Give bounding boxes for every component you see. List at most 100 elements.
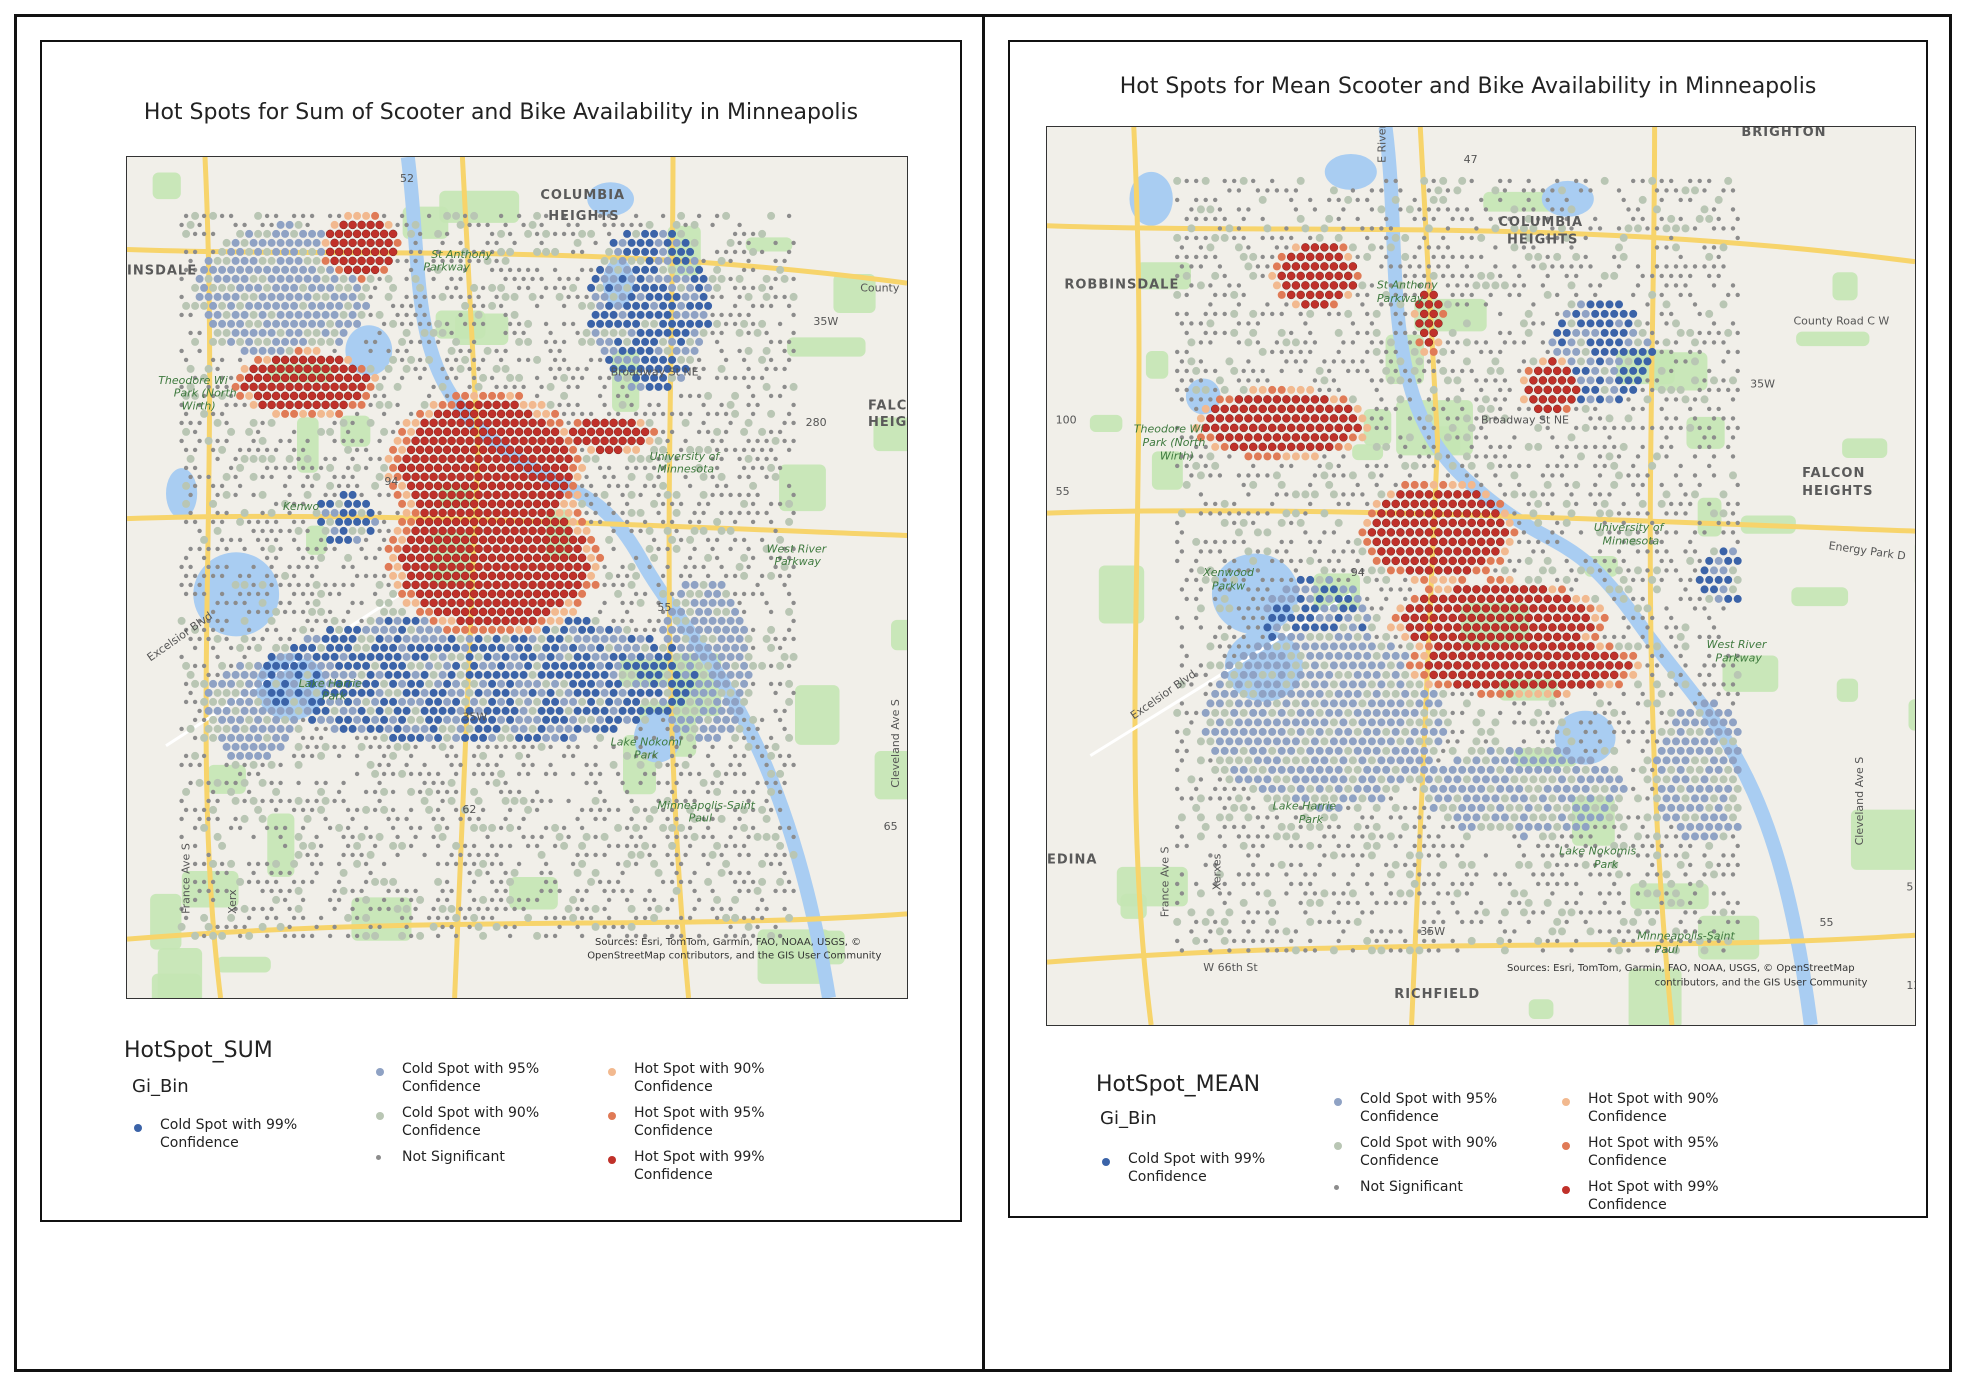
cell-notsig [1730,207,1736,212]
cell-notsig [413,240,418,246]
cell-notsig [1184,254,1189,260]
cell-notsig [642,591,648,597]
cell-hot99 [1434,319,1443,328]
cell-cold95 [726,706,735,715]
cell-notsig [224,420,229,426]
cell-notsig [350,888,355,894]
cell-cold90 [789,652,798,661]
cell-notsig [224,888,229,894]
cell-hot99 [312,382,321,392]
map-frame[interactable]: BRIGHTON COLUMBIA HEIGHTS ROBBINSDALE FALCON… [1046,126,1916,1026]
cell-notsig [287,924,292,930]
cell-notsig [287,906,292,912]
hotspot-map[interactable]: BRIGHTONCOLUMBIAHEIGHTSROBBINSDALEFALCON… [1047,127,1915,1025]
cell-notsig [570,861,576,867]
cell-cold90 [200,373,209,382]
cell-hot99 [1562,366,1571,376]
cell-notsig [1336,197,1341,203]
cell-notsig [264,915,270,921]
cell-notsig [746,888,751,894]
cell-notsig [381,861,387,867]
cell-notsig [228,537,234,543]
cell-notsig [548,798,553,804]
cell-notsig [192,897,198,903]
cell-cold99 [326,643,335,652]
cell-hot99 [1348,281,1358,290]
cell-notsig [197,816,202,822]
cell-notsig [386,744,391,750]
cell-cold90 [623,283,632,292]
cell-hot99 [415,589,425,599]
cell-notsig [444,915,450,921]
cell-notsig [1189,378,1194,383]
cell-hot90 [384,454,393,463]
cell-hot90 [537,400,546,409]
cell-cold90 [1315,233,1324,242]
cell-cold90 [501,292,510,301]
cell-notsig [651,411,657,417]
cell-notsig [260,546,265,552]
cell-hot99 [438,526,447,536]
cell-cold95 [276,310,285,319]
cell-cold95 [245,679,254,688]
cell-cold90 [1429,385,1438,394]
cell-notsig [579,447,585,453]
cell-cold99 [348,634,357,643]
cell-cold90 [218,283,227,292]
cell-notsig [732,789,738,795]
cell-notsig [1189,264,1194,269]
cell-notsig [552,357,558,363]
cell-hot90 [321,238,330,247]
cell-notsig [188,510,193,516]
cell-hot95 [591,544,600,553]
cell-cold90 [1410,366,1419,375]
cell-cold90 [1624,357,1633,366]
road-label: Xerx [226,889,239,914]
cell-notsig [309,627,315,633]
cell-hot90 [1287,385,1296,394]
cell-notsig [1540,340,1546,345]
cell-notsig [440,888,445,894]
cell-cold99 [605,679,614,688]
cell-notsig [1184,330,1189,336]
cell-cold99 [1586,300,1595,309]
cell-cold90 [258,256,267,265]
cell-cold90 [686,805,695,814]
cell-hot99 [456,580,465,590]
cell-hot99 [483,400,492,410]
map-frame[interactable]: COLUMBIAHEIGHTSINSDALEFALCHEIGHSt Anthon… [126,156,908,999]
cell-hot99 [501,454,510,464]
cell-notsig [224,438,229,444]
cell-cold90 [222,310,231,319]
cell-cold90 [699,328,708,337]
cell-cold90 [1396,376,1405,385]
cell-cold95 [267,292,276,301]
cell-hot99 [402,472,411,482]
cell-notsig [1469,273,1474,279]
cell-notsig [737,510,742,516]
cell-hot90 [569,499,578,508]
cell-cold90 [326,481,335,490]
cell-cold99 [1619,385,1628,394]
cell-notsig [1502,188,1508,193]
cell-notsig [651,735,657,741]
cell-cold90 [330,706,339,715]
cell-cold90 [699,490,708,499]
cell-notsig [242,600,247,606]
cell-notsig [246,447,252,453]
cell-notsig [197,348,202,354]
cell-notsig [651,537,657,543]
cell-cold90 [726,526,735,535]
cell-notsig [233,816,238,822]
cell-cold90 [551,625,560,634]
cell-cold99 [623,697,632,706]
cell-notsig [503,330,508,336]
cell-cold90 [492,778,501,787]
cell-cold90 [663,454,672,463]
cell-cold90 [600,832,609,841]
cell-hot99 [478,607,488,617]
cell-notsig [377,762,382,768]
cell-cold99 [659,283,668,292]
hotspot-map[interactable]: COLUMBIAHEIGHTSINSDALEFALCHEIGHSt Anthon… [127,157,907,998]
cell-cold90 [1481,281,1490,290]
